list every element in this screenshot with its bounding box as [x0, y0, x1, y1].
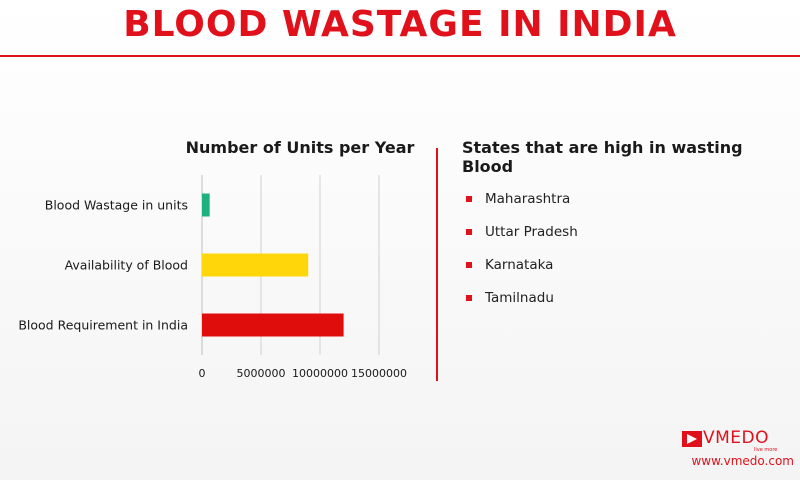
category-label: Blood Requirement in India: [18, 318, 188, 333]
website-link[interactable]: www.vmedo.com: [691, 454, 794, 468]
state-item: Uttar Pradesh: [466, 215, 578, 248]
section-divider: [436, 148, 438, 381]
state-item: Karnataka: [466, 248, 578, 281]
bullet-icon: [466, 195, 472, 202]
title-underline: [0, 55, 800, 57]
bar: [202, 313, 344, 337]
bar: [202, 193, 210, 217]
x-tick-label: 15000000: [351, 367, 407, 380]
vmedo-logo: VMEDO live more: [682, 428, 792, 453]
bullet-icon: [466, 261, 472, 268]
bar: [202, 253, 309, 277]
page-title: BLOOD WASTAGE IN INDIA: [123, 4, 677, 45]
play-arrow-icon: [682, 431, 702, 447]
state-name: Uttar Pradesh: [485, 223, 578, 240]
bullet-icon: [466, 228, 472, 235]
bar-chart: Blood Wastage in units Availability of Bl…: [18, 175, 407, 380]
state-name: Maharashtra: [485, 190, 571, 207]
x-tick-label: 0: [199, 367, 206, 380]
state-name: Karnataka: [485, 256, 554, 273]
category-label: Blood Wastage in units: [45, 198, 188, 213]
states-heading: States that are high in wasting Blood: [462, 138, 743, 176]
chart-title: Number of Units per Year: [185, 138, 415, 157]
state-item: Tamilnadu: [466, 281, 578, 314]
state-name: Tamilnadu: [485, 289, 554, 306]
states-list: Maharashtra Uttar Pradesh Karnataka Tamilna…: [466, 188, 578, 314]
logo-tagline: live more: [754, 447, 778, 453]
state-item: Maharashtra: [466, 182, 578, 215]
x-tick-label: 5000000: [237, 367, 286, 380]
logo-text: VMEDO: [703, 428, 770, 448]
category-label: Availability of Blood: [65, 258, 188, 273]
bullet-icon: [466, 294, 472, 301]
x-tick-label: 10000000: [292, 367, 348, 380]
